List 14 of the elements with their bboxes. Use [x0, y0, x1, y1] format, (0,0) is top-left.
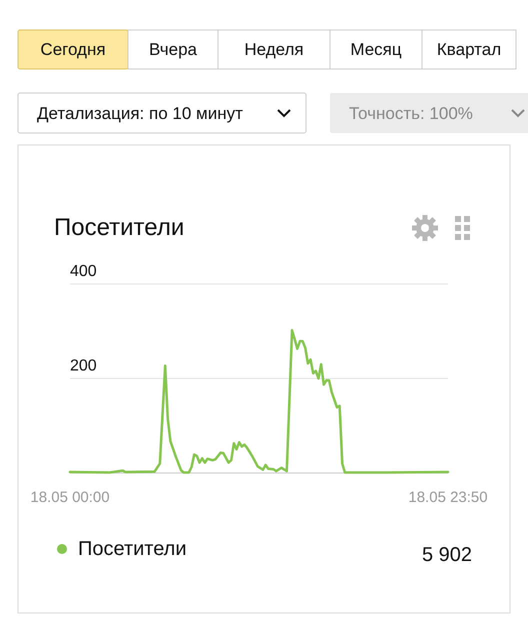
x-tick-label: 18.05 00:00 — [30, 489, 110, 506]
y-tick-label: 200 — [70, 358, 97, 374]
chart-title: Посетители — [54, 214, 184, 241]
x-tick-label: 18.05 23:50 — [408, 489, 488, 506]
legend-label: Посетители — [78, 538, 187, 560]
tab-button: Сегодня — [18, 30, 128, 70]
tab-button: Вчера — [128, 30, 218, 70]
text: 5 902 — [422, 544, 472, 566]
tab-button: Неделя — [218, 30, 330, 70]
dropdown: Точность: 100% — [330, 93, 528, 133]
tab-button: Квартал — [422, 30, 516, 70]
dropdown: Детализация: по 10 минут — [18, 92, 306, 134]
tab-button: Месяц — [330, 30, 422, 70]
y-tick-label: 400 — [70, 263, 97, 280]
